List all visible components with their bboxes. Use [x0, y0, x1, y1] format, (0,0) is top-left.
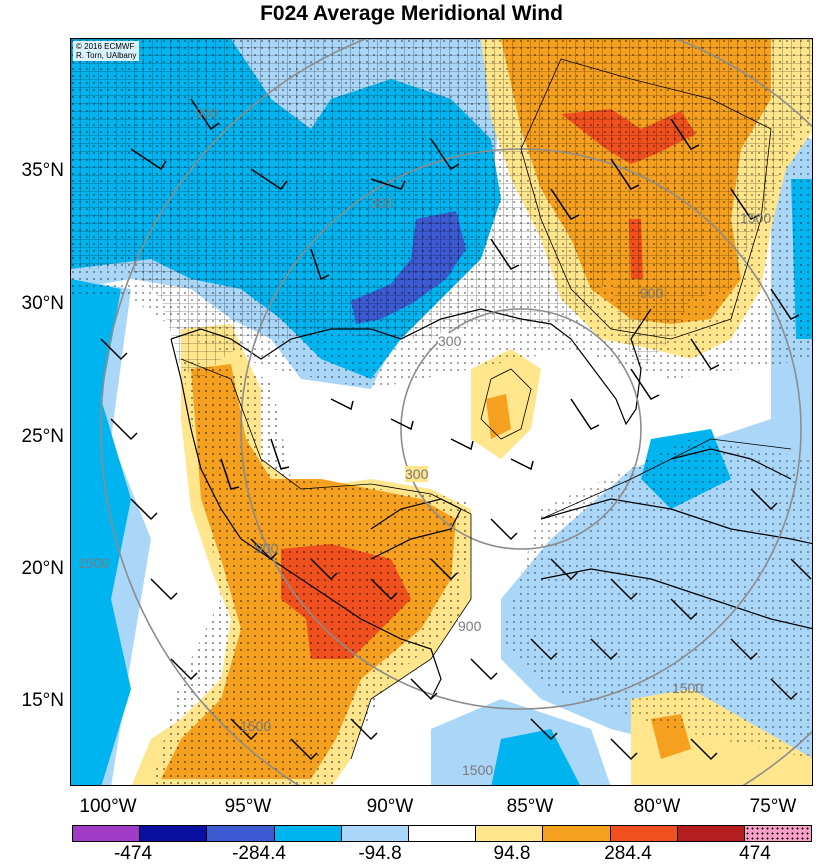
lon-label-100w: 100°W: [79, 796, 137, 817]
lat-label-20n: 20°N: [21, 558, 64, 579]
colorbar-segment: [73, 826, 141, 841]
map-canvas: [71, 39, 812, 785]
lat-label-35n: 35°N: [21, 160, 64, 181]
colorbar-tick-label: 284.4: [604, 843, 652, 864]
lat-label-30n: 30°N: [21, 293, 64, 314]
lon-label-75w: 75°W: [749, 796, 797, 817]
colorbar-tick-label: 474: [739, 843, 771, 864]
colorbar-segment: [207, 826, 275, 841]
colorbar-segment: [744, 826, 812, 841]
field-blue-se-2: [491, 729, 580, 785]
stipple-region-southeast: [501, 439, 812, 759]
lat-label-25n: 25°N: [21, 426, 64, 447]
lon-label-80w: 80°W: [633, 796, 681, 817]
colorbar-segment: [140, 826, 208, 841]
colorbar-segment: [408, 826, 477, 841]
map-panel: © 2016 ECMWF R. Torn, UAlbany: [70, 38, 813, 786]
wind-barbs: [100, 98, 812, 761]
colorbar-segment: [677, 826, 745, 841]
colorbar-segment: [476, 826, 544, 841]
field-contours: [180, 58, 792, 760]
lon-label-85w: 85°W: [506, 796, 554, 817]
stipple-region-south: [151, 359, 471, 785]
chart-title: F024 Average Meridional Wind: [260, 2, 563, 25]
colorbar-segment: [543, 826, 611, 841]
colorbar-segment: [341, 826, 409, 841]
lon-label-90w: 90°W: [366, 796, 414, 817]
colorbar-segment: [274, 826, 342, 841]
credit-line-2: R. Torn, UAlbany: [76, 51, 137, 60]
colorbar-tick-label: -284.4: [232, 843, 286, 864]
stipple-region-north: [71, 39, 812, 389]
colorbar-segment: [610, 826, 678, 841]
lon-label-95w: 95°W: [224, 796, 272, 817]
colorbar-tick-label: 94.8: [493, 843, 531, 864]
credit-line-1: © 2016 ECMWF: [76, 42, 135, 51]
colorbar-tick-label: -94.8: [358, 843, 402, 864]
colorbar: [72, 825, 812, 842]
colorbar-tick-label: -474: [113, 843, 153, 864]
credit-text: © 2016 ECMWF R. Torn, UAlbany: [73, 41, 140, 61]
field-orange-islet: [486, 394, 511, 439]
field-blue-west: [71, 279, 131, 785]
lat-label-15n: 15°N: [21, 690, 64, 711]
